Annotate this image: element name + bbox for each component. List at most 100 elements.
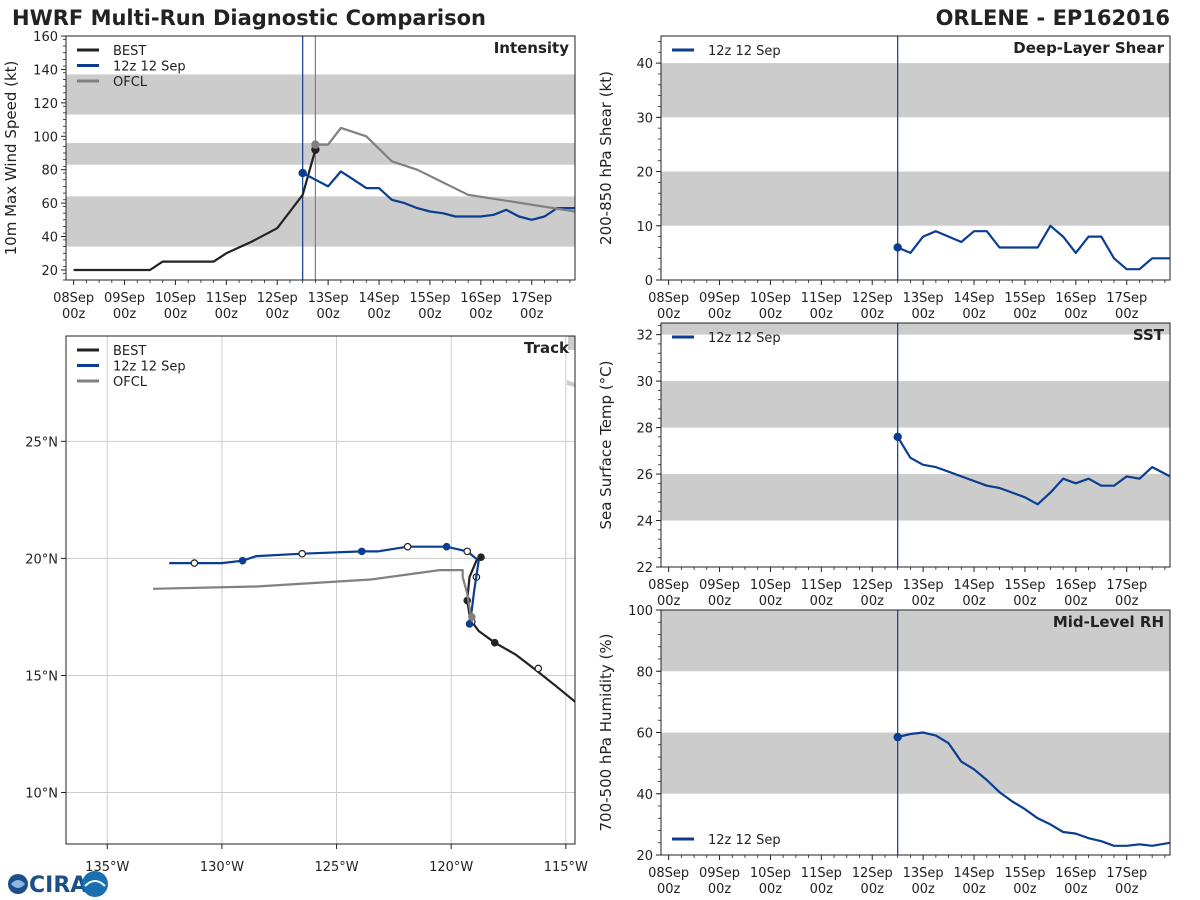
x-tick-label-date: 16Sep (1055, 866, 1096, 881)
x-tick-label-date: 10Sep (750, 578, 791, 593)
panel-title: SST (1133, 326, 1165, 344)
x-tick-label-date: 15Sep (409, 291, 450, 306)
x-tick-label-hour: 00z (1064, 307, 1088, 322)
x-tick-label-date: 09Sep (699, 866, 740, 881)
x-tick-label-hour: 00z (759, 594, 783, 609)
x-tick-label-hour: 00z (759, 882, 783, 897)
legend-label: 12z 12 Sep (113, 60, 186, 75)
shaded-band (66, 74, 575, 115)
x-tick-label-hour: 00z (164, 307, 188, 322)
data-point (893, 432, 902, 442)
x-tick-label: 130°W (200, 860, 244, 875)
legend-label: OFCL (113, 75, 148, 90)
x-tick-label-hour: 00z (1013, 594, 1037, 609)
data-point (357, 547, 366, 556)
panel-title: Track (524, 339, 570, 357)
land-fragment (568, 336, 575, 350)
x-tick-label-hour: 00z (266, 307, 290, 322)
data-point (298, 549, 306, 558)
x-tick-label-hour: 00z (1064, 882, 1088, 897)
shaded-band (661, 323, 1170, 335)
x-tick-label-date: 12Sep (852, 578, 893, 593)
x-tick-label: 120°W (429, 860, 473, 875)
y-tick-label: 40 (636, 788, 653, 803)
rh-panel: 2040608010008Sep00z09Sep00z10Sep00z11Sep… (597, 604, 1171, 897)
x-tick-label-date: 08Sep (648, 578, 689, 593)
x-tick-label-hour: 00z (657, 594, 681, 609)
data-point (463, 547, 472, 556)
x-tick-label-hour: 00z (62, 307, 86, 322)
x-tick-label-hour: 00z (962, 594, 986, 609)
x-tick-label-hour: 00z (418, 307, 442, 322)
x-tick-label-hour: 00z (657, 307, 681, 322)
x-tick-label-date: 15Sep (1004, 291, 1045, 306)
y-tick-label: 100 (33, 130, 58, 145)
shaded-band (66, 196, 575, 247)
x-tick-label-hour: 00z (810, 594, 834, 609)
panel-title: Intensity (494, 39, 570, 57)
x-tick-label-hour: 00z (759, 307, 783, 322)
y-axis-label: 200-850 hPa Shear (kt) (597, 71, 615, 245)
x-tick-label-hour: 00z (316, 307, 340, 322)
plot-frame (660, 322, 1171, 568)
y-tick-label: 10 (636, 220, 653, 235)
y-tick-label: 26 (636, 468, 653, 483)
series-line (897, 224, 1170, 271)
data-point (442, 542, 451, 551)
x-tick-label-hour: 00z (469, 307, 493, 322)
data-point (468, 613, 476, 621)
data-point (893, 243, 902, 252)
x-tick-label-date: 14Sep (954, 578, 995, 593)
x-tick-label-date: 12Sep (257, 291, 298, 306)
y-tick-label: 28 (636, 422, 653, 437)
x-tick-label-date: 13Sep (903, 291, 944, 306)
x-tick-label-date: 17Sep (1106, 578, 1147, 593)
x-tick-label-date: 17Sep (511, 291, 552, 306)
x-tick-label-hour: 00z (657, 882, 681, 897)
shaded-band (66, 142, 575, 165)
x-tick-label-hour: 00z (708, 307, 732, 322)
y-axis-label: Sea Surface Temp (°C) (597, 360, 615, 529)
plot-area (66, 36, 575, 280)
x-tick-label-hour: 00z (1115, 307, 1139, 322)
series-line (169, 545, 480, 625)
x-tick-label-hour: 00z (861, 882, 885, 897)
y-tick-label: 80 (636, 665, 653, 680)
x-tick-label-hour: 00z (962, 307, 986, 322)
y-tick-label: 20 (636, 849, 653, 864)
y-tick-label: 60 (636, 727, 653, 742)
x-tick-label-hour: 00z (1064, 594, 1088, 609)
x-tick-label-date: 09Sep (104, 291, 145, 306)
x-tick-label-date: 11Sep (801, 866, 842, 881)
series-line (153, 568, 473, 622)
x-tick-label-date: 10Sep (750, 866, 791, 881)
x-tick-label-hour: 00z (911, 594, 935, 609)
x-tick-label-date: 11Sep (206, 291, 247, 306)
legend-label: BEST (113, 44, 146, 59)
series-line (315, 126, 575, 213)
x-tick-label-hour: 00z (810, 882, 834, 897)
x-tick-label-date: 16Sep (1055, 291, 1096, 306)
x-tick-label-date: 17Sep (1106, 866, 1147, 881)
shear-panel: 01020304008Sep00z09Sep00z10Sep00z11Sep00… (597, 35, 1171, 322)
y-tick-label: 30 (636, 375, 653, 390)
y-tick-label: 80 (41, 164, 58, 179)
legend-label: 12z 12 Sep (708, 44, 781, 59)
x-tick-label-date: 08Sep (53, 291, 94, 306)
data-point (477, 553, 485, 562)
data-point (465, 620, 474, 628)
x-tick-label-date: 10Sep (750, 291, 791, 306)
plot-frame (65, 335, 576, 845)
y-tick-label: 160 (33, 30, 58, 45)
x-tick-label-date: 08Sep (648, 866, 689, 881)
x-tick-label-hour: 00z (708, 594, 732, 609)
x-tick-label-date: 15Sep (1004, 866, 1045, 881)
y-tick-label: 24 (636, 515, 653, 530)
x-tick-label-hour: 00z (520, 307, 544, 322)
data-point (490, 638, 499, 647)
data-point (893, 732, 902, 742)
x-tick-label-hour: 00z (911, 882, 935, 897)
y-tick-label: 20 (636, 166, 653, 181)
series-line (896, 436, 1170, 506)
